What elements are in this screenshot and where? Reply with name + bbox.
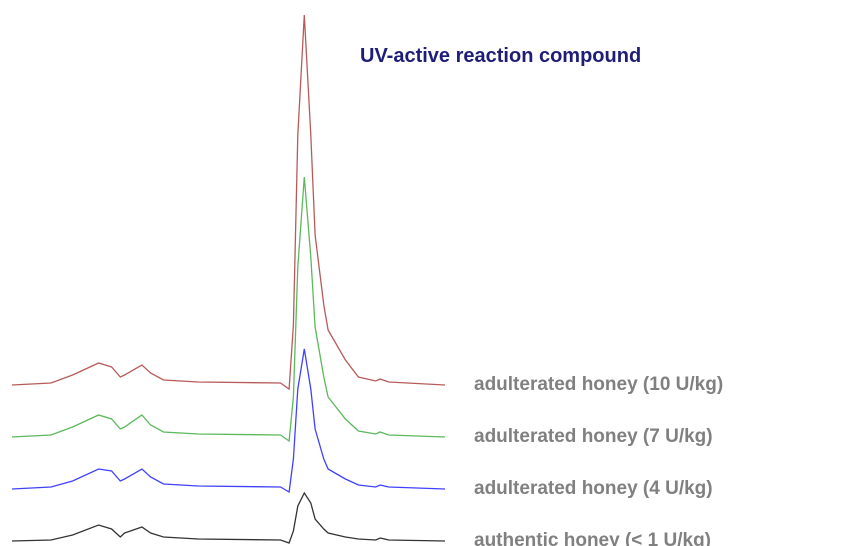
legend-label: adulterated honey (10 U/kg): [474, 374, 723, 395]
trace: [11, 176, 446, 443]
trace: [11, 491, 446, 544]
trace: [11, 14, 446, 391]
legend-label: adulterated honey (7 U/kg): [474, 426, 713, 447]
legend-label: adulterated honey (4 U/kg): [474, 478, 713, 499]
chart-title: UV-active reaction compound: [360, 45, 641, 67]
trace: [11, 348, 446, 494]
legend-label: authentic honey (< 1 U/kg): [474, 530, 711, 546]
